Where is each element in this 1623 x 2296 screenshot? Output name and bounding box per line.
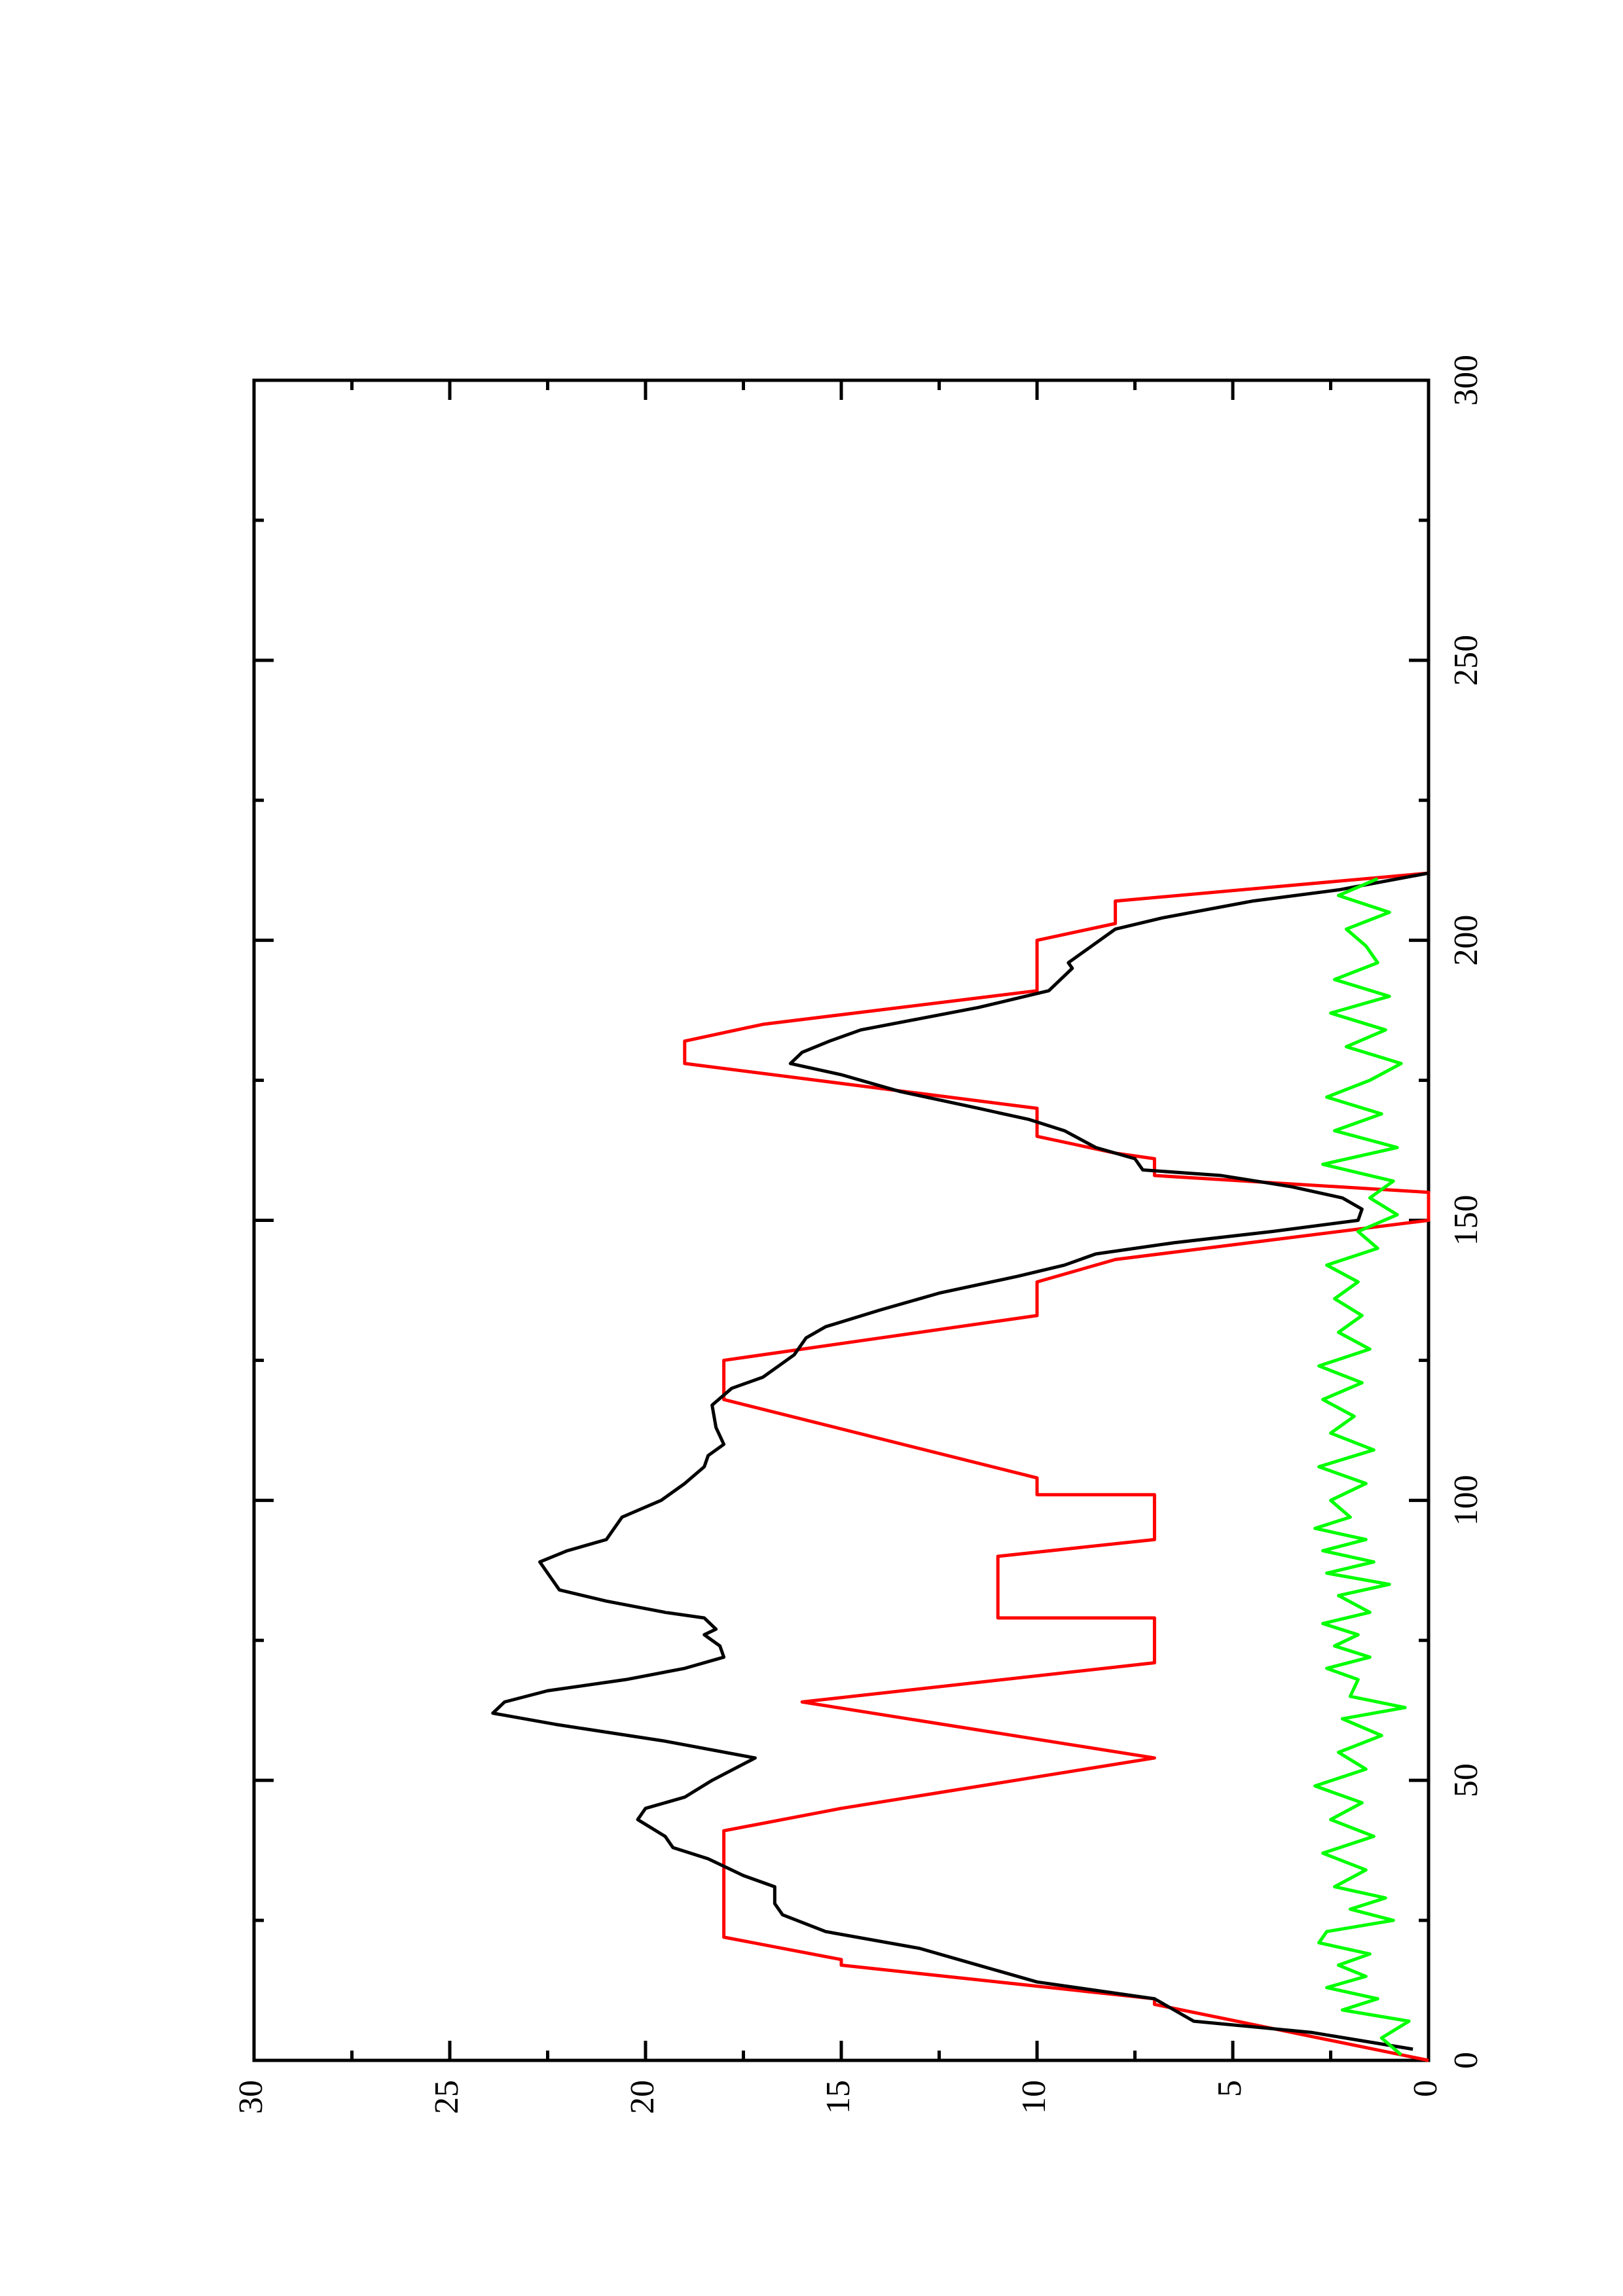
y-tick-label: 30 (232, 2080, 270, 2114)
y-tick-label: 15 (820, 2080, 857, 2114)
y-tick-label: 5 (1211, 2080, 1249, 2097)
y-tick-label: 25 (428, 2080, 465, 2114)
data-line (1313, 877, 1411, 2056)
data-line (683, 871, 1431, 2062)
x-tick-label: 300 (1448, 355, 1485, 406)
y-tick-label: 0 (1407, 2080, 1444, 2097)
y-tick-label: 10 (1015, 2080, 1053, 2114)
y-tick-label: 20 (624, 2080, 661, 2114)
x-tick-label: 250 (1448, 635, 1485, 686)
x-tick-label: 0 (1448, 2052, 1485, 2069)
x-tick-label: 200 (1448, 915, 1485, 966)
x-tick-label: 150 (1448, 1195, 1485, 1246)
x-tick-label: 50 (1448, 1763, 1485, 1797)
data-line (491, 871, 1429, 2051)
x-tick-label: 100 (1448, 1475, 1485, 1526)
